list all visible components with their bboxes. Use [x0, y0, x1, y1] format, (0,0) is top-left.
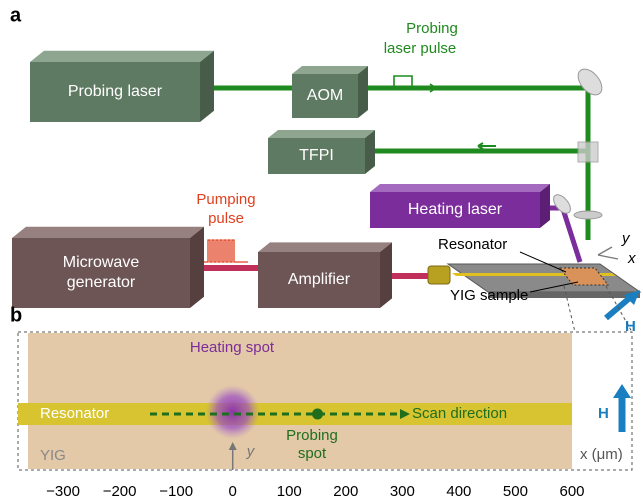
box-top	[292, 66, 368, 74]
box-top	[370, 184, 550, 192]
field-arrowhead	[613, 384, 631, 398]
box-label: TFPI	[299, 147, 334, 164]
box-label: generator	[67, 274, 136, 291]
axis-y: y	[246, 443, 256, 460]
box-side	[200, 51, 214, 122]
figure: a Probinglaser pulse Pumpingpulse Resona…	[0, 0, 643, 502]
box-label: Microwave	[63, 254, 140, 271]
x-tick-label: −300	[46, 483, 80, 500]
x-tick-label: 100	[277, 483, 302, 500]
x-tick-label: 300	[390, 483, 415, 500]
heating-spot-label: Heating spot	[190, 339, 275, 356]
box-top	[30, 51, 214, 62]
box-front	[12, 238, 190, 308]
box-top	[268, 130, 375, 138]
field-arrow	[606, 296, 632, 318]
field-label: H	[598, 405, 609, 422]
instrument: Heating laser	[370, 184, 550, 228]
resonator-label: Resonator	[40, 405, 109, 422]
instrument: TFPI	[268, 130, 375, 174]
lens	[574, 211, 602, 219]
instrument: Microwave generator	[12, 227, 204, 308]
x-tick-label: −200	[103, 483, 137, 500]
x-tick-label: −100	[159, 483, 193, 500]
axis-x: x	[627, 250, 636, 267]
x-tick-label: 200	[333, 483, 358, 500]
axis-y: y	[621, 230, 631, 247]
x-tick-label: 600	[559, 483, 584, 500]
box-top	[258, 242, 392, 252]
x-tick-label: 400	[446, 483, 471, 500]
panel-label: b	[10, 304, 22, 326]
beam-splitter	[578, 142, 598, 162]
box-label: Heating laser	[408, 201, 503, 218]
box-side	[358, 66, 368, 118]
x-tick-label: 500	[503, 483, 528, 500]
resonator-label: Resonator	[438, 236, 507, 253]
x-axis-label: x (μm)	[580, 446, 623, 463]
panel-b: b Resonator Scan direction Heating spot …	[10, 304, 632, 500]
box-side	[190, 227, 204, 308]
connector	[428, 266, 450, 284]
box-label: Amplifier	[288, 271, 351, 288]
instrument: Amplifier	[258, 242, 392, 308]
box-side	[380, 242, 392, 308]
instrument: AOM	[292, 66, 368, 118]
axes	[598, 247, 618, 259]
box-top	[12, 227, 204, 238]
x-tick-label: 0	[229, 483, 237, 500]
scan-direction: Scan direction	[412, 405, 507, 422]
heating-spot	[206, 385, 260, 439]
yig-sample-label: YIG sample	[450, 287, 528, 304]
yig-label: YIG	[40, 447, 66, 464]
instrument: Probing laser	[30, 51, 214, 122]
box-label: AOM	[307, 87, 343, 104]
return-arrow	[478, 143, 496, 149]
panel-label: a	[10, 4, 22, 26]
probing-spot	[312, 409, 323, 420]
box-label: Probing laser	[68, 83, 163, 100]
